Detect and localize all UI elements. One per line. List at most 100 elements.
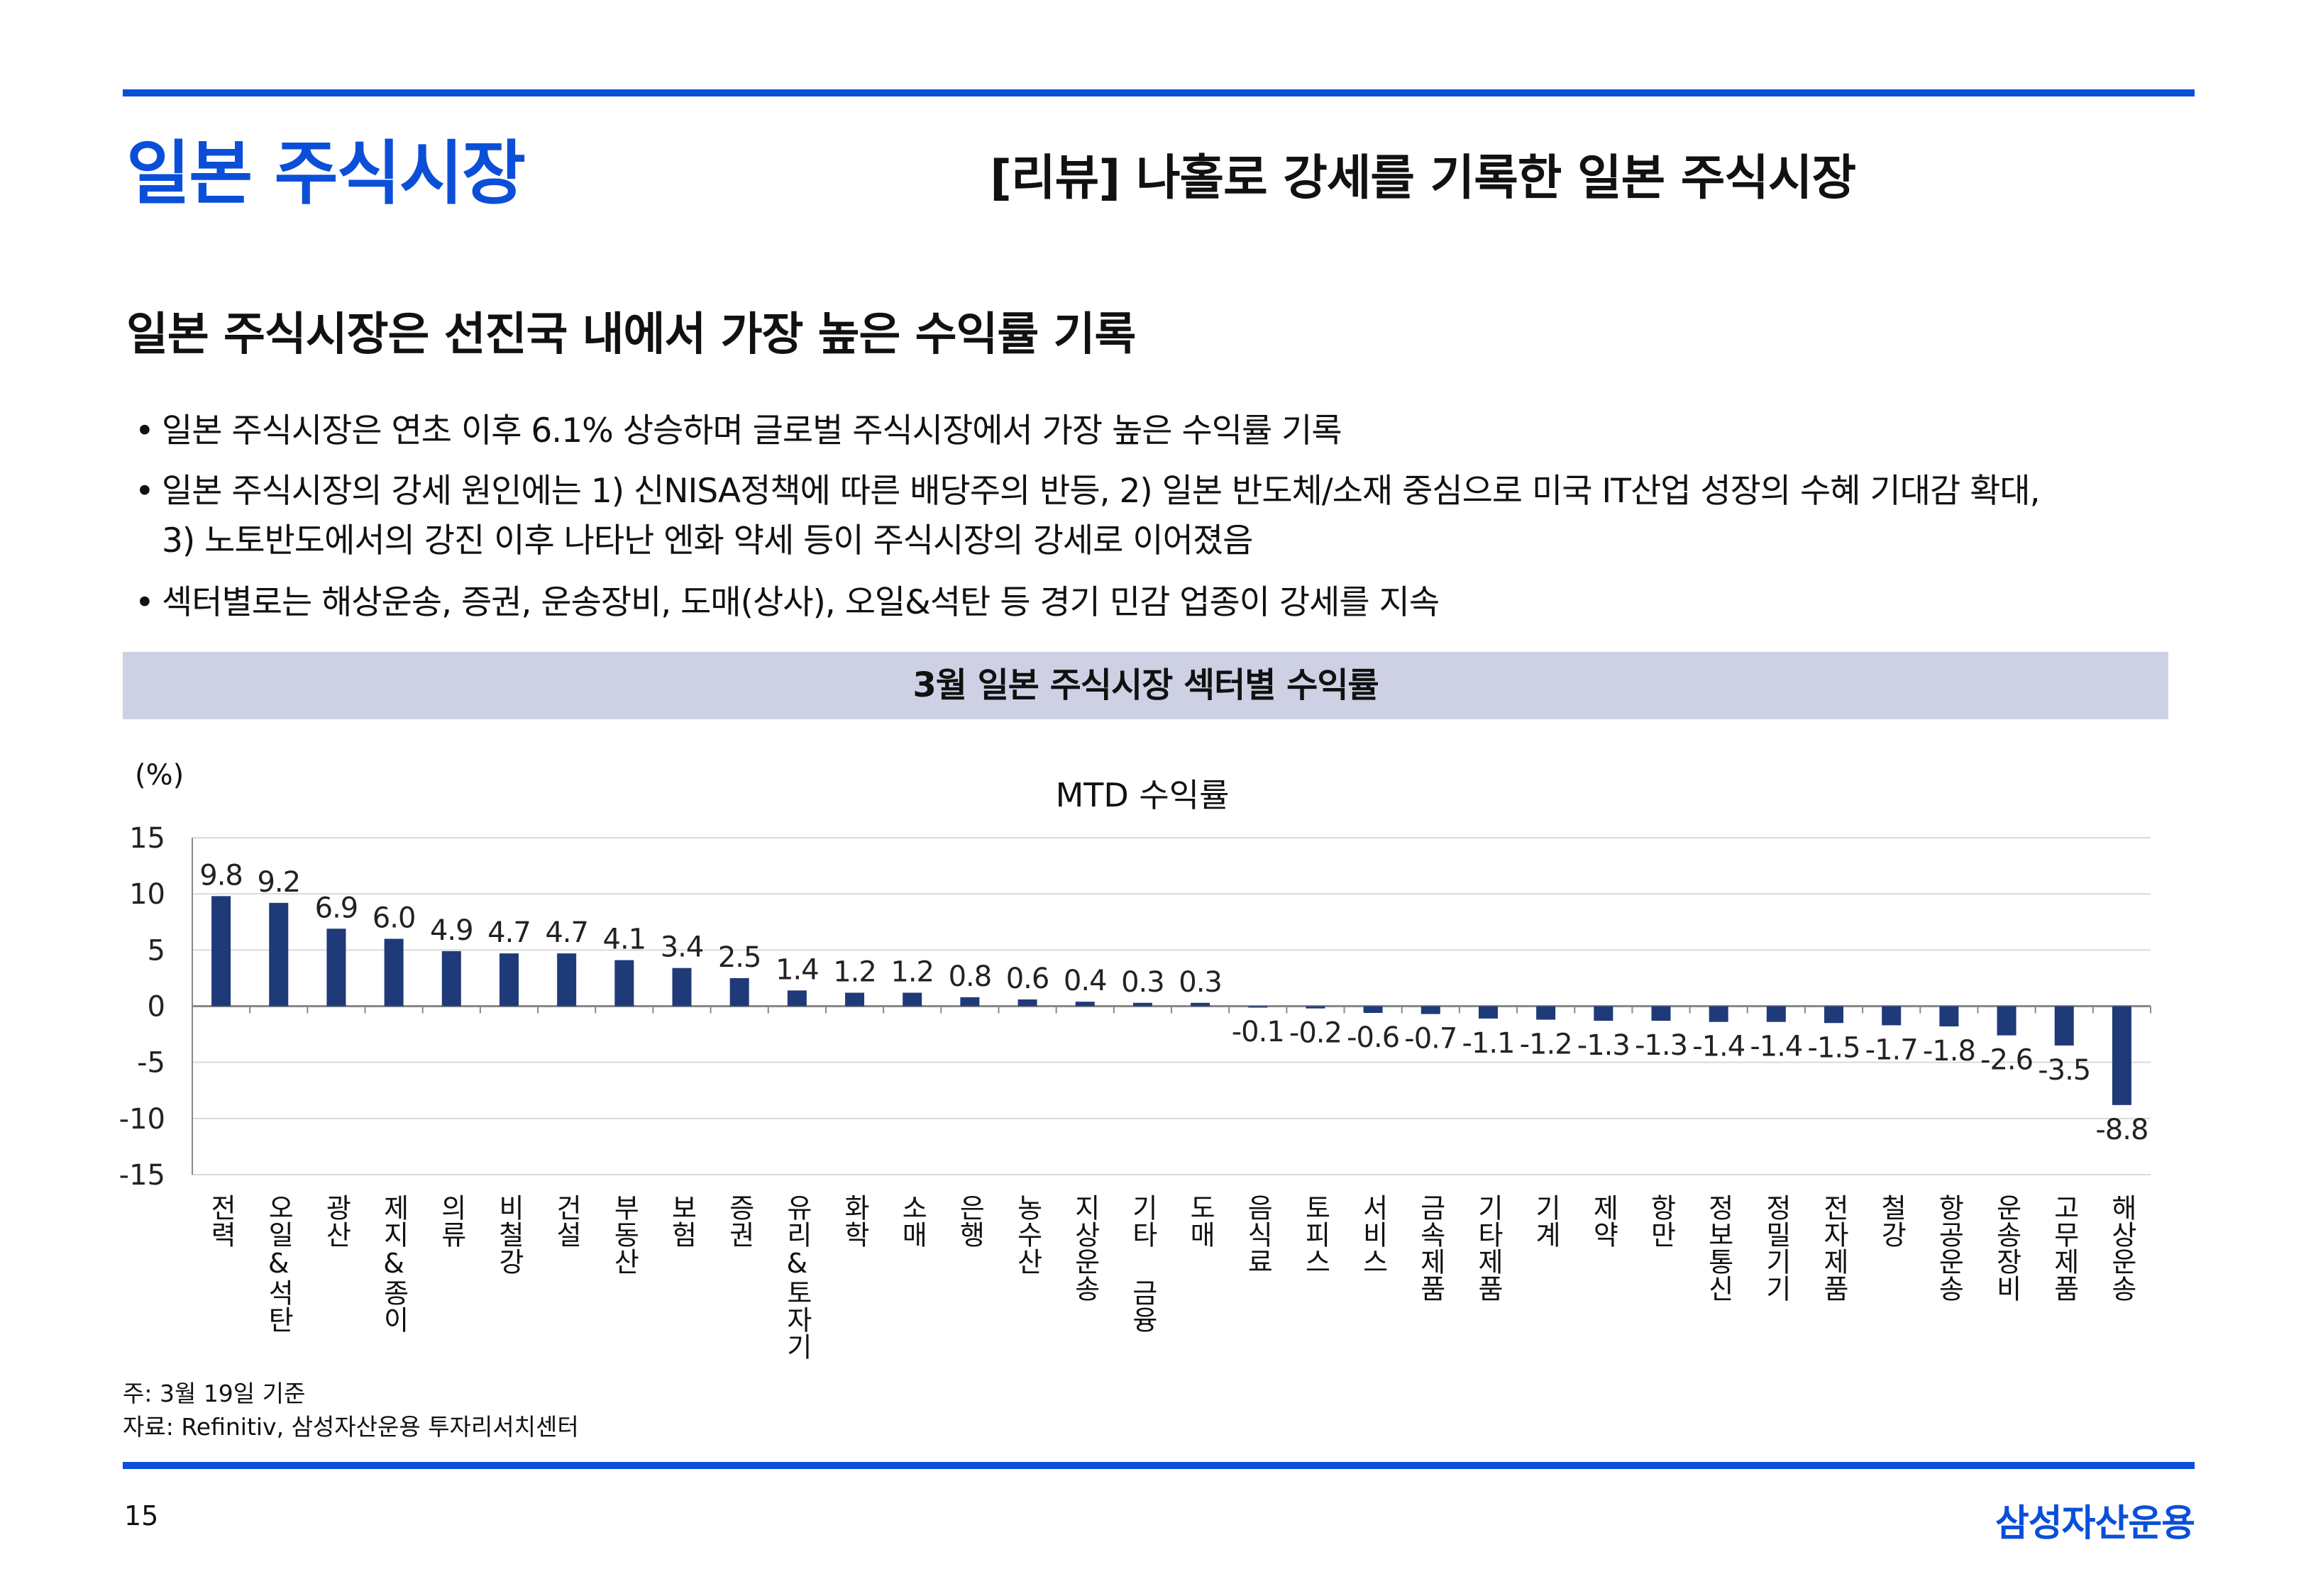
data-label: -1.4: [1692, 1031, 1745, 1063]
x-tick-label: 철강: [1875, 1194, 1907, 1248]
bullet-item: • 일본 주식시장은 연초 이후 6.1% 상승하며 글로벌 주식시장에서 가장 …: [135, 403, 1342, 452]
x-tick-label: 전자제품: [1818, 1194, 1850, 1302]
bar: [1306, 1006, 1325, 1009]
y-tick-label: 0: [148, 991, 165, 1024]
bullet-item: • 섹터별로는 해상운송, 증권, 운송장비, 도매(상사), 오일&석탄 등 경…: [135, 575, 1440, 624]
bar: [960, 997, 980, 1007]
bullet-icon: •: [135, 472, 155, 511]
bar: [1997, 1006, 2017, 1036]
section-title: 일본 주식시장: [126, 133, 526, 214]
data-label: 1.2: [833, 956, 876, 989]
bar: [672, 968, 692, 1007]
headline: 일본 주식시장은 선진국 내에서 가장 높은 수익률 기록: [126, 309, 1136, 361]
bar: [1248, 1006, 1268, 1008]
bar: [614, 960, 634, 1007]
bar: [1824, 1006, 1844, 1024]
data-label: 0.3: [1179, 966, 1222, 999]
x-tick-label: 운송장비: [1991, 1194, 2023, 1302]
x-tick-label: 기타제품: [1472, 1194, 1504, 1302]
x-tick-label: 서비스: [1357, 1194, 1389, 1275]
bar: [903, 992, 922, 1007]
data-label: -8.8: [2095, 1114, 2148, 1146]
y-axis-unit: (%): [135, 759, 184, 792]
data-label: 4.7: [545, 916, 588, 949]
x-tick-label: 토피스: [1299, 1194, 1331, 1275]
data-label: 2.5: [718, 941, 761, 974]
x-tick-label: 유리&토자기: [781, 1194, 813, 1360]
data-label: -1.5: [1808, 1031, 1860, 1064]
chart-header: 3월 일본 주식시장 섹터별 수익률: [123, 652, 2168, 719]
bullet-icon: •: [135, 583, 155, 622]
bar: [499, 953, 519, 1007]
data-label: -1.4: [1750, 1031, 1802, 1063]
bar: [1478, 1006, 1498, 1019]
y-tick-label: 10: [129, 878, 165, 911]
bullet-text: 3) 노토반도에서의 강진 이후 나타난 엔화 약세 등이 주식시장의 강세로 …: [162, 521, 1253, 560]
data-label: -0.7: [1404, 1023, 1457, 1055]
x-tick-label: 항공운송: [1933, 1194, 1965, 1302]
data-label: 9.2: [257, 866, 300, 899]
bar: [1709, 1006, 1728, 1022]
x-tick-label: 정밀기기: [1760, 1194, 1792, 1302]
data-label: -1.2: [1520, 1029, 1572, 1061]
data-label: 9.8: [199, 859, 243, 892]
data-label: -3.5: [2038, 1054, 2090, 1087]
bottom-rule: [123, 1462, 2195, 1469]
x-tick-label: 오일&석탄: [263, 1194, 294, 1333]
bar: [1191, 1002, 1210, 1007]
data-label: -1.1: [1462, 1027, 1514, 1060]
x-tick-label: 고무제품: [2048, 1194, 2080, 1302]
bar: [326, 929, 346, 1007]
x-tick-label: 화학: [839, 1194, 871, 1248]
series-title: MTD 수익률: [1055, 776, 1230, 814]
bullet-text: 일본 주식시장의 강세 원인에는 1) 신NISA정책에 따른 배당주의 반등,…: [162, 472, 2041, 511]
x-tick-label: 건설: [551, 1194, 583, 1248]
bar: [269, 902, 289, 1007]
y-tick-label: -10: [119, 1103, 165, 1136]
data-label: -0.2: [1289, 1017, 1342, 1050]
data-label: 4.1: [603, 924, 646, 956]
bar: [1651, 1006, 1671, 1021]
x-tick-label: 전력: [205, 1194, 237, 1248]
data-label: -0.6: [1347, 1021, 1399, 1054]
y-tick-label: 5: [148, 934, 165, 967]
bar: [787, 990, 807, 1007]
bullet-icon: •: [135, 411, 155, 450]
bullet-text: 일본 주식시장은 연초 이후 6.1% 상승하며 글로벌 주식시장에서 가장 높…: [162, 411, 1342, 450]
data-label: 0.3: [1121, 966, 1164, 999]
x-tick-label: 제지&종이: [378, 1194, 410, 1333]
x-tick-label: 광산: [320, 1194, 352, 1248]
x-tick-label: 해상운송: [2106, 1194, 2138, 1302]
x-tick-label: 보험: [666, 1194, 697, 1248]
data-label: 3.4: [661, 931, 704, 964]
data-label: -1.8: [1923, 1035, 1975, 1068]
x-tick-label: 의류: [436, 1194, 468, 1248]
data-label: -0.1: [1232, 1016, 1284, 1048]
x-tick-label: 증권: [724, 1194, 756, 1248]
data-label: 0.4: [1064, 965, 1107, 997]
bullet-continuation: 3) 노토반도에서의 강진 이후 나타난 엔화 약세 등이 주식시장의 강세로 …: [162, 513, 1253, 562]
y-tick-label: -5: [137, 1047, 165, 1080]
top-rule: [123, 89, 2195, 96]
x-tick-label: 금속제품: [1415, 1194, 1447, 1302]
data-label: -2.6: [1980, 1044, 2033, 1077]
bar: [1536, 1006, 1556, 1020]
x-tick-label: 지상운송: [1069, 1194, 1101, 1302]
data-label: 4.9: [430, 914, 473, 947]
data-label: 6.9: [315, 892, 358, 924]
bar: [557, 953, 577, 1007]
x-tick-label: 비철강: [493, 1194, 525, 1275]
chart-title: 3월 일본 주식시장 섹터별 수익률: [912, 665, 1379, 705]
bar: [2054, 1006, 2074, 1046]
bar: [729, 977, 749, 1007]
bullet-item: • 일본 주식시장의 강세 원인에는 1) 신NISA정책에 따른 배당주의 반등…: [135, 463, 2041, 512]
company-logo: 삼성자산운용: [1995, 1502, 2195, 1545]
bar: [845, 992, 865, 1007]
bar: [441, 951, 461, 1007]
x-tick-label: 항만: [1645, 1194, 1677, 1248]
data-label: 0.8: [949, 960, 992, 993]
bar: [384, 938, 404, 1007]
x-tick-label: 은행: [954, 1194, 986, 1248]
bar: [1132, 1002, 1152, 1007]
